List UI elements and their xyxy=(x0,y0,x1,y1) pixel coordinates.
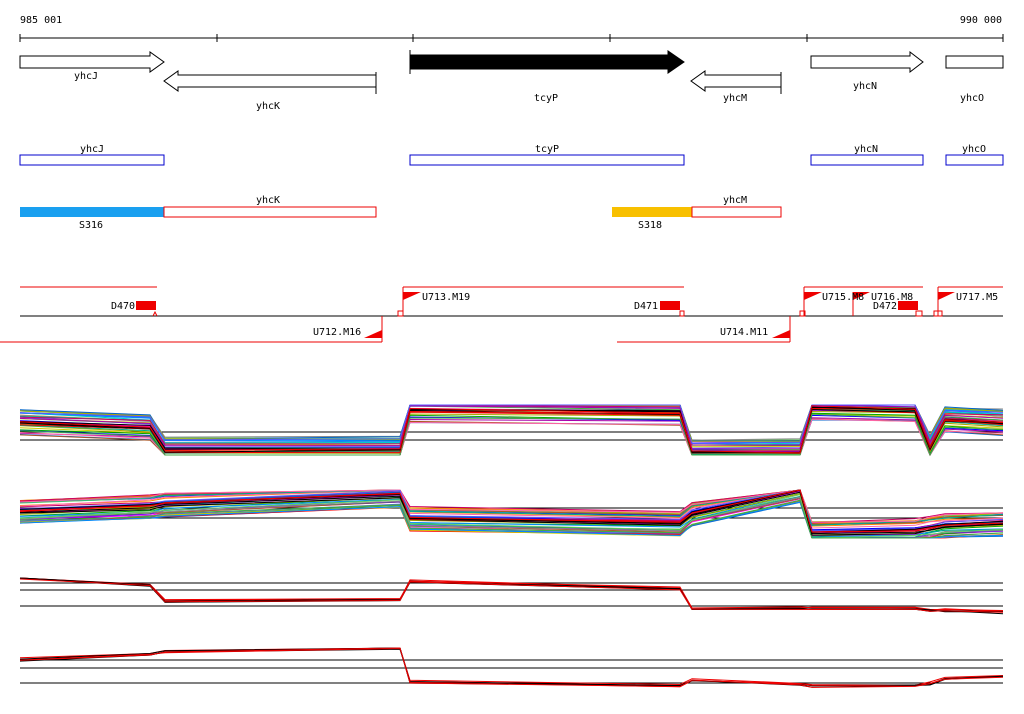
trace xyxy=(19,489,1004,535)
cds-label: yhcN xyxy=(854,144,878,155)
gene-label: yhcK xyxy=(256,101,280,112)
feature-label: U714.M11 xyxy=(720,327,768,338)
cds-boxes xyxy=(19,154,1004,166)
feature-label: U715.M8 xyxy=(822,292,864,303)
trace xyxy=(19,489,1004,529)
feature-label: U712.M16 xyxy=(313,327,361,338)
feature-label: D471 xyxy=(634,301,658,312)
feature-label: U716.M8 xyxy=(871,292,913,303)
cds-label: yhcO xyxy=(962,144,986,155)
trace xyxy=(19,405,1004,454)
ruler-end: 990 000 xyxy=(960,15,1002,26)
gene-label: yhcO xyxy=(960,93,984,104)
ruler xyxy=(19,34,1004,42)
gene-label: yhcN xyxy=(853,81,877,92)
trace xyxy=(19,499,1004,539)
transcripts xyxy=(20,206,782,218)
cds-label: tcyP xyxy=(535,144,559,155)
segment-label: S318 xyxy=(638,220,662,231)
trace xyxy=(19,647,1004,687)
trace xyxy=(19,408,1004,454)
trace xyxy=(19,648,1004,687)
gene-label: tcyP xyxy=(534,93,558,104)
ruler-start: 985 001 xyxy=(20,15,62,26)
trace xyxy=(19,647,1004,686)
trace xyxy=(19,404,1004,445)
feature-label: U713.M19 xyxy=(422,292,470,303)
features xyxy=(0,286,1003,343)
trace xyxy=(19,489,1004,523)
trace xyxy=(19,489,1004,532)
gene-label: yhcM xyxy=(723,93,747,104)
trace xyxy=(19,489,1004,533)
cds-label: yhcJ xyxy=(80,144,104,155)
trace xyxy=(19,578,1004,613)
trace xyxy=(19,413,1004,457)
segment-label: S316 xyxy=(79,220,103,231)
gene-label: yhcJ xyxy=(74,71,98,82)
gene-arrows xyxy=(19,50,1004,94)
transcript-label: yhcM xyxy=(723,195,747,206)
feature-label: U717.M5 xyxy=(956,292,998,303)
feature-label: D472 xyxy=(873,301,897,312)
trace xyxy=(19,404,1004,442)
transcript-label: yhcK xyxy=(256,195,280,206)
trace xyxy=(19,489,1004,526)
feature-label: D470 xyxy=(111,301,135,312)
trace xyxy=(19,404,1004,450)
trace xyxy=(19,647,1004,688)
trace xyxy=(19,494,1004,539)
expression-traces xyxy=(19,404,1004,688)
trace xyxy=(19,489,1004,525)
